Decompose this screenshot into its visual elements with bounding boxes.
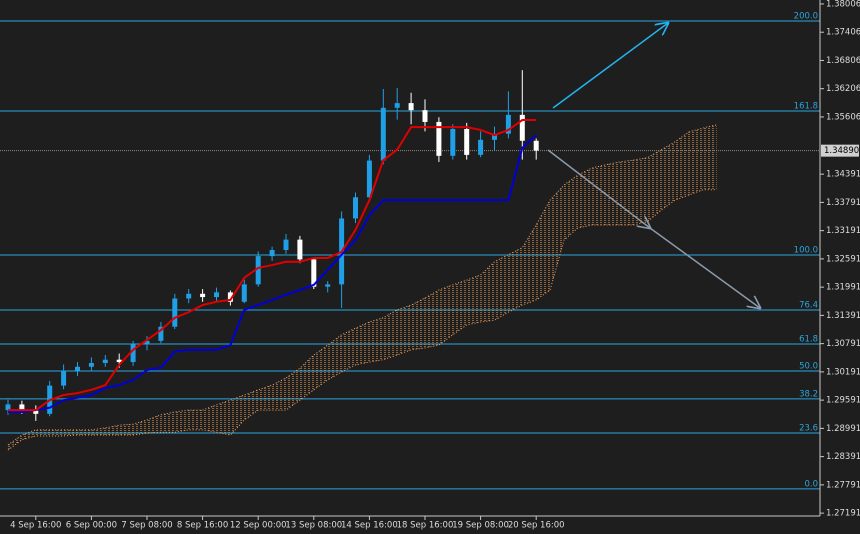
candle-body: [353, 197, 358, 219]
candle-body: [297, 239, 303, 260]
y-tick-label: 1.27791: [826, 480, 860, 490]
x-tick-label: 13 Sep 08:00: [285, 521, 342, 531]
candle-body: [394, 103, 400, 108]
fib-label: 200.0: [794, 11, 818, 21]
y-tick-label: 1.32591: [826, 254, 860, 264]
y-tick-label: 1.30791: [826, 339, 860, 349]
y-tick-label: 1.36206: [826, 84, 860, 94]
y-tick-label: 1.37406: [826, 28, 860, 38]
candle-body: [116, 359, 122, 363]
candle-body: [311, 259, 317, 287]
candle-body: [186, 293, 192, 299]
x-tick-label: 14 Sep 16:00: [341, 521, 398, 531]
y-tick-label: 1.36806: [826, 56, 860, 66]
candle-body: [380, 107, 386, 161]
candle-body: [464, 129, 470, 155]
y-tick-label: 1.28991: [826, 424, 860, 434]
fib-label: 100.0: [794, 245, 818, 255]
candle-body: [158, 326, 164, 341]
trend-arrow: [552, 23, 668, 109]
candle-body: [172, 298, 178, 327]
y-tick-label: 1.31991: [826, 283, 860, 293]
candle-body: [227, 292, 233, 302]
fib-label: 38.2: [799, 389, 818, 399]
candle-body: [255, 256, 261, 285]
candle-body: [144, 340, 150, 345]
candle-body: [325, 284, 331, 287]
current-price-label: 1.34890: [824, 146, 859, 156]
fib-label: 161.8: [794, 101, 818, 111]
y-tick-label: 1.38006: [826, 0, 860, 9]
candle-body: [61, 370, 67, 386]
trend-arrow: [649, 227, 760, 308]
y-tick-label: 1.34391: [826, 170, 860, 180]
fib-label: 50.0: [799, 361, 818, 371]
trend-arrow: [547, 149, 650, 228]
candle-body: [241, 284, 247, 302]
candle-body: [519, 114, 525, 141]
candle-body: [200, 293, 206, 298]
x-tick-label: 18 Sep 16:00: [397, 521, 454, 531]
tenkan-line: [8, 119, 537, 412]
candle-body: [505, 114, 511, 134]
candle-body: [19, 404, 25, 411]
candle-body: [130, 344, 136, 363]
candle-body: [533, 140, 539, 151]
x-tick-label: 8 Sep 16:00: [177, 521, 228, 531]
y-tick-label: 1.33191: [826, 226, 860, 236]
fib-label: 76.4: [799, 300, 818, 310]
candle-body: [478, 139, 484, 155]
candle-body: [88, 362, 94, 367]
candle-body: [75, 366, 80, 371]
y-tick-label: 1.35606: [826, 112, 860, 122]
y-tick-label: 1.30191: [826, 367, 860, 377]
x-tick-label: 7 Sep 08:00: [121, 521, 172, 531]
candle-body: [366, 160, 372, 198]
candle-body: [33, 410, 39, 414]
y-tick-label: 1.33791: [826, 198, 860, 208]
y-tick-label: 1.31391: [826, 311, 860, 321]
candle-body: [422, 110, 428, 122]
kijun-line: [8, 134, 537, 413]
candle-body: [450, 129, 456, 156]
candle-body: [214, 292, 219, 298]
y-tick-label: 1.29591: [826, 396, 860, 406]
candle-body: [269, 249, 275, 257]
candle-body: [436, 121, 442, 156]
cloud-edge: [7, 124, 718, 446]
fib-label: 23.6: [799, 423, 818, 433]
current-price-box: [821, 144, 859, 157]
candle-body: [492, 133, 497, 140]
candle-body: [283, 239, 289, 250]
candle-body: [5, 404, 11, 411]
candle-body: [102, 359, 108, 363]
candle-body: [408, 103, 414, 111]
x-tick-label: 12 Sep 00:00: [230, 521, 287, 531]
x-tick-label: 6 Sep 00:00: [66, 521, 117, 531]
y-tick-label: 1.28391: [826, 452, 860, 462]
x-tick-label: 4 Sep 16:00: [10, 521, 61, 531]
fib-label: 0.0: [804, 479, 818, 489]
x-tick-label: 20 Sep 16:00: [508, 521, 565, 531]
x-tick-label: 19 Sep 08:00: [452, 521, 509, 531]
fib-label: 61.8: [799, 334, 818, 344]
y-tick-label: 1.27191: [826, 509, 860, 519]
